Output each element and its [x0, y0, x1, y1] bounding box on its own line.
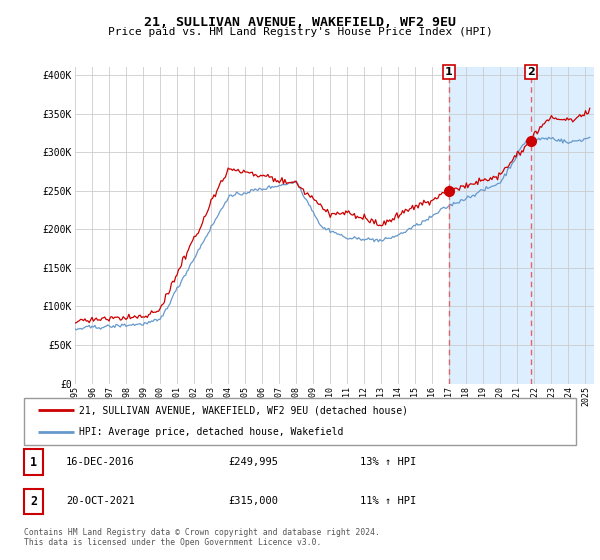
- Bar: [449, 67, 531, 384]
- Text: £315,000: £315,000: [228, 496, 278, 506]
- FancyBboxPatch shape: [24, 398, 576, 445]
- Text: 21, SULLIVAN AVENUE, WAKEFIELD, WF2 9EU (detached house): 21, SULLIVAN AVENUE, WAKEFIELD, WF2 9EU …: [79, 405, 408, 416]
- Text: Price paid vs. HM Land Registry's House Price Index (HPI): Price paid vs. HM Land Registry's House …: [107, 27, 493, 37]
- Text: 11% ↑ HPI: 11% ↑ HPI: [360, 496, 416, 506]
- Text: 1: 1: [445, 67, 452, 77]
- Text: HPI: Average price, detached house, Wakefield: HPI: Average price, detached house, Wake…: [79, 427, 344, 437]
- Text: 20-OCT-2021: 20-OCT-2021: [66, 496, 135, 506]
- Text: 2: 2: [30, 494, 37, 508]
- Bar: [531, 67, 594, 384]
- Text: 16-DEC-2016: 16-DEC-2016: [66, 457, 135, 467]
- Text: £249,995: £249,995: [228, 457, 278, 467]
- Text: Contains HM Land Registry data © Crown copyright and database right 2024.
This d: Contains HM Land Registry data © Crown c…: [24, 528, 380, 547]
- Text: 2: 2: [527, 67, 535, 77]
- Text: 13% ↑ HPI: 13% ↑ HPI: [360, 457, 416, 467]
- Text: 1: 1: [30, 455, 37, 469]
- Text: 21, SULLIVAN AVENUE, WAKEFIELD, WF2 9EU: 21, SULLIVAN AVENUE, WAKEFIELD, WF2 9EU: [144, 16, 456, 29]
